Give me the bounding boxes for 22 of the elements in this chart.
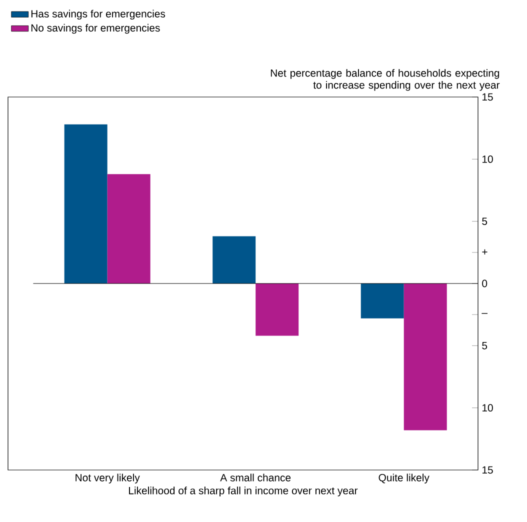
bar (256, 284, 299, 336)
y-tick-label: 15 (482, 466, 493, 474)
y-tick-label: 5 (482, 218, 488, 225)
x-tick-label: Not very likely (76, 474, 140, 484)
legend-label: No savings for emergencies (31, 24, 160, 34)
y-tick-label: 15 (482, 93, 493, 101)
y-tick-label: – (482, 313, 488, 314)
y-axis-title: Net percentage balance of households expecting to increase spending over the next year (270, 69, 500, 91)
x-axis-title: Likelihood of a sharp fall in income over next year (129, 486, 358, 496)
bar (360, 284, 404, 318)
y-tick-label: 0 (482, 280, 488, 288)
y-tick-label: + (482, 249, 488, 255)
bar (107, 174, 150, 284)
y-tick-label: 10 (482, 404, 493, 412)
y-tick-label: 10 (482, 155, 493, 163)
bar (212, 236, 256, 284)
x-tick-label: Quite likely (378, 474, 430, 484)
y-tick-label: 5 (482, 342, 488, 350)
legend-label: Has savings for emergencies (31, 10, 166, 20)
bar (64, 124, 108, 284)
bar (404, 284, 447, 430)
x-tick-label: A small chance (220, 474, 291, 482)
